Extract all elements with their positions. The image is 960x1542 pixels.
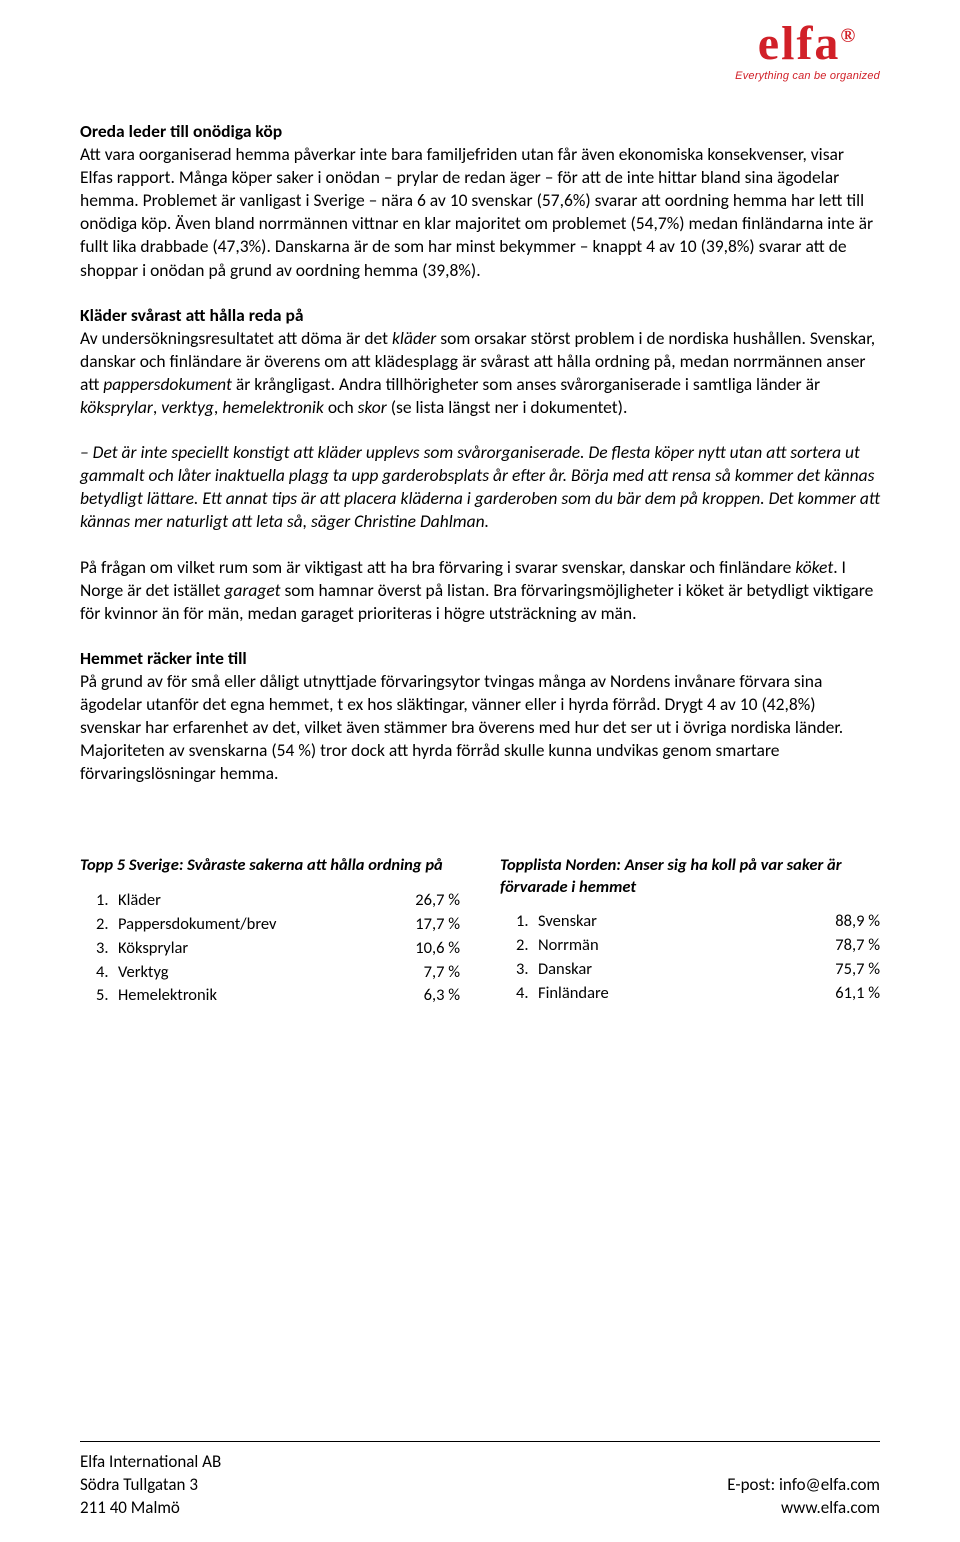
section-4: Hemmet räcker inte till På grund av för … (80, 647, 880, 786)
email: E-post: info@elfa.com (727, 1474, 880, 1497)
footer-divider (80, 1441, 880, 1442)
section-1-body: Att vara oorganiserad hemma påverkar int… (80, 143, 873, 280)
footer-contact: E-post: info@elfa.com www.elfa.com (727, 1474, 880, 1520)
section-2: Kläder svårast att hålla reda på Av unde… (80, 304, 880, 419)
top5-sweden-heading: Topp 5 Sverige: Svåraste sakerna att hål… (80, 855, 460, 876)
postal-city: 211 40 Malmö (80, 1497, 221, 1520)
list-item: 3.Köksprylar10,6 % (96, 937, 460, 961)
list-item: 4.Finländare61,1 % (516, 982, 880, 1006)
section-1: Oreda leder till onödiga köp Att vara oo… (80, 120, 880, 282)
section-4-heading: Hemmet räcker inte till (80, 647, 247, 669)
list-item: 3.Danskar75,7 % (516, 958, 880, 982)
toplist-nordic-heading: Topplista Norden: Anser sig ha koll på v… (500, 855, 880, 898)
logo-wordmark: elfa® (735, 20, 880, 68)
top5-sweden-list: 1.Kläder26,7 % 2.Pappersdokument/brev17,… (80, 889, 460, 1009)
toplist-nordic: Topplista Norden: Anser sig ha koll på v… (500, 855, 880, 1008)
footer-address: Elfa International AB Södra Tullgatan 3 … (80, 1451, 221, 1520)
list-item: 2.Norrmän78,7 % (516, 934, 880, 958)
toplist-nordic-list: 1.Svenskar88,9 % 2.Norrmän78,7 % 3.Dansk… (500, 910, 880, 1006)
section-2-heading: Kläder svårast att hålla reda på (80, 304, 304, 326)
p2-text: Av undersökningsresultatet att döma är d… (80, 327, 875, 418)
list-item: 1.Kläder26,7 % (96, 889, 460, 913)
section-1-heading: Oreda leder till onödiga köp (80, 120, 282, 142)
website: www.elfa.com (727, 1497, 880, 1520)
quote-paragraph: – Det är inte speciellt konstigt att klä… (80, 441, 880, 533)
list-item: 5.Hemelektronik6,3 % (96, 984, 460, 1008)
section-3: På frågan om vilket rum som är viktigast… (80, 556, 880, 625)
page-footer: Elfa International AB Södra Tullgatan 3 … (80, 1451, 880, 1520)
brand-logo: elfa® Everything can be organized (735, 20, 880, 82)
street-address: Södra Tullgatan 3 (80, 1474, 221, 1497)
list-item: 2.Pappersdokument/brev17,7 % (96, 913, 460, 937)
list-columns: Topp 5 Sverige: Svåraste sakerna att hål… (80, 855, 880, 1008)
company-name: Elfa International AB (80, 1451, 221, 1474)
logo-tagline: Everything can be organized (735, 70, 880, 82)
document-body: Oreda leder till onödiga köp Att vara oo… (80, 0, 880, 1008)
list-item: 1.Svenskar88,9 % (516, 910, 880, 934)
list-item: 4.Verktyg7,7 % (96, 961, 460, 985)
top5-sweden: Topp 5 Sverige: Svåraste sakerna att hål… (80, 855, 460, 1008)
section-4-body: På grund av för små eller dåligt utnyttj… (80, 670, 843, 784)
